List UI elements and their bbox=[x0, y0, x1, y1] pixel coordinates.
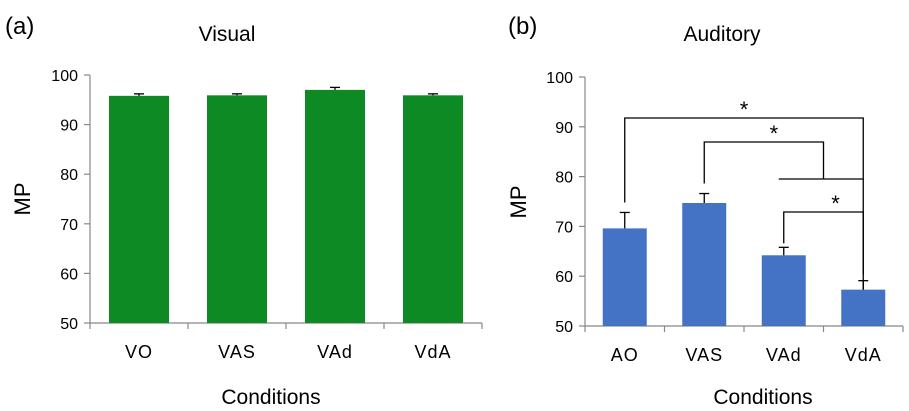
panel-a-y-tick-label: 100 bbox=[51, 68, 78, 85]
panel-a-y-tick-label: 90 bbox=[60, 118, 78, 135]
panel-a-y-tick-label: 60 bbox=[60, 266, 78, 283]
panel-b-y-tick-label: 60 bbox=[555, 269, 573, 286]
panel-a-y-tick-label: 70 bbox=[60, 217, 78, 234]
panel-b-category-label: VdA bbox=[845, 345, 882, 365]
panel-a-category-label: VdA bbox=[414, 342, 451, 362]
panel-b-y-tick-label: 100 bbox=[546, 70, 573, 87]
panel-b-y-tick-label: 90 bbox=[555, 120, 573, 137]
panel-b-y-tick-label: 50 bbox=[555, 319, 573, 336]
panel-a-category-label: VO bbox=[125, 342, 153, 362]
panel-b-category-label: AO bbox=[611, 345, 639, 365]
panel-b-bar bbox=[602, 228, 647, 326]
panel-b-auditory: (b) Auditory Conditions MP 50 60 70 80 90 100… bbox=[506, 13, 904, 409]
panel-a-y-tick-label: 50 bbox=[60, 316, 78, 333]
panel-a-x-axis-label: Conditions bbox=[221, 386, 320, 409]
panel-a-visual: (a) Visual Conditions MP 50 60 70 80 90 100 VO… bbox=[5, 13, 483, 409]
panel-b-category-label: VAd bbox=[766, 345, 802, 365]
panel-a-bar bbox=[109, 95, 169, 323]
panel-a-category-label: VAS bbox=[218, 342, 256, 362]
panel-a-bar bbox=[305, 89, 365, 323]
panel-a-letter: (a) bbox=[5, 13, 34, 40]
panel-a-title: Visual bbox=[199, 23, 256, 46]
panel-b-y-tick-label: 70 bbox=[555, 219, 573, 236]
panel-b-letter: (b) bbox=[508, 13, 537, 40]
panel-b-significance-star: * bbox=[770, 121, 779, 146]
panel-a-y-tick-label: 80 bbox=[60, 167, 78, 184]
panel-b-category-label: VAS bbox=[685, 345, 723, 365]
panel-b-significance-bracket bbox=[624, 117, 864, 290]
panel-a-bar bbox=[207, 95, 267, 323]
panel-b-bar bbox=[682, 202, 727, 326]
panel-a-bar bbox=[403, 95, 463, 323]
panel-b-significance-star: * bbox=[740, 97, 749, 122]
panel-b-significance-bracket bbox=[783, 211, 864, 275]
panel-a-category-label: VAd bbox=[317, 342, 353, 362]
panel-b-y-axis-label: MP bbox=[506, 186, 531, 219]
panel-b-x-axis-label: Conditions bbox=[713, 386, 812, 409]
panel-b-title: Auditory bbox=[683, 23, 761, 46]
panel-b-significance-star: * bbox=[831, 191, 840, 216]
panel-b-bar bbox=[761, 255, 806, 326]
panel-b-y-tick-label: 80 bbox=[555, 170, 573, 187]
panel-a-y-axis-label: MP bbox=[10, 183, 35, 216]
panel-b-significance-bracket bbox=[703, 141, 825, 184]
panel-b-bar bbox=[841, 289, 886, 326]
